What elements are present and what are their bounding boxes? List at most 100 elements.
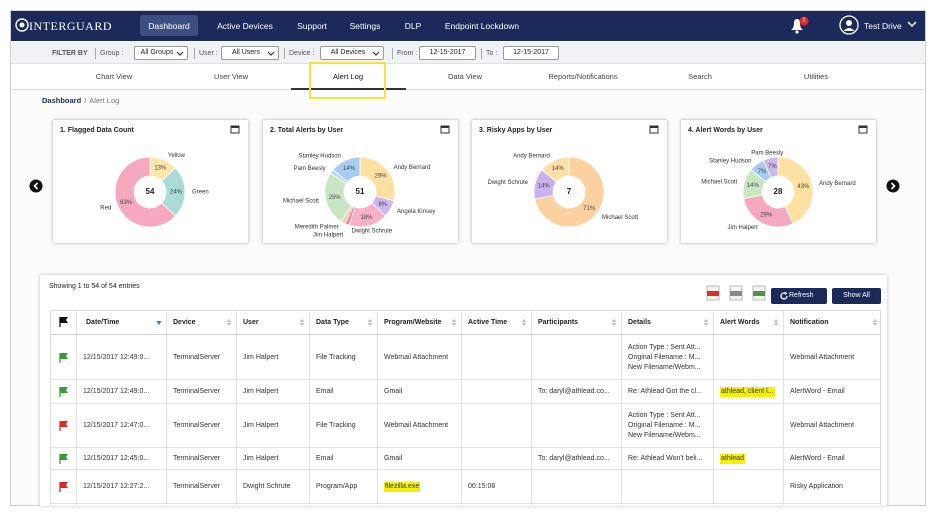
bell-icon[interactable] — [788, 16, 812, 36]
sort-icon[interactable] — [773, 318, 779, 327]
user-avatar[interactable] — [839, 15, 859, 35]
tab-bar — [11, 64, 925, 90]
donut-chart: 3. Risky Apps by User 71% 14% 14% Michael Sc… — [479, 125, 659, 228]
table-cell: Webmail Attachment — [384, 404, 458, 448]
tab[interactable]: Search — [688, 72, 712, 81]
slice-percent: 14% — [747, 183, 760, 189]
sort-icon[interactable] — [451, 318, 457, 327]
slice-name: Pam Beesly — [294, 166, 326, 172]
sort-icon[interactable] — [367, 318, 373, 327]
column-header[interactable]: Program/Website — [384, 319, 442, 326]
nav-item[interactable]: DLP — [404, 21, 422, 31]
table-cell: TerminalServer — [173, 470, 233, 504]
caret — [176, 51, 184, 56]
filter-select[interactable]: All Groups — [134, 46, 188, 60]
sort-down — [872, 323, 878, 326]
sort-icon[interactable] — [226, 318, 232, 327]
prev-arrow[interactable] — [29, 179, 43, 193]
user-name[interactable]: Test Drive — [864, 21, 902, 31]
table-cell: To: daryl@athlead.co... — [538, 380, 618, 404]
sort-icon[interactable] — [156, 318, 162, 327]
cell-text: Email — [316, 455, 334, 462]
filter-field-label: From : — [397, 50, 418, 57]
column-divider — [166, 311, 167, 505]
filter-field-label: User : — [199, 50, 218, 57]
cell-text: Gmail — [384, 455, 403, 462]
slice-name: Yellow — [168, 153, 186, 159]
cell-text: Jim Halpert — [243, 353, 279, 361]
table-cell: Action Type : Sent Att... Original Filena… — [628, 335, 710, 380]
sort-icon[interactable] — [521, 318, 527, 327]
column-header[interactable]: Device — [173, 319, 196, 326]
sort-icon[interactable] — [611, 318, 617, 327]
donut-total: 28 — [774, 187, 783, 196]
user-menu-caret[interactable] — [907, 21, 917, 29]
tab[interactable]: Chart View — [95, 72, 133, 81]
row-flag — [59, 387, 68, 397]
filter-separator — [481, 48, 482, 59]
show-all-button[interactable] — [832, 288, 881, 304]
sort-up — [226, 319, 232, 322]
column-divider — [76, 311, 77, 505]
widget-title: 1. Flagged Data Count — [60, 127, 135, 134]
filter-select[interactable]: 12-15-2017 — [503, 46, 559, 60]
column-header[interactable]: Active Time — [468, 319, 508, 326]
column-header[interactable]: Data Type — [316, 319, 349, 326]
filter-field-label: Group : — [100, 50, 124, 57]
donut-slice — [743, 194, 794, 228]
slice-name: Angela Kinsey — [397, 209, 435, 215]
breadcrumb-root[interactable]: Dashboard — [42, 96, 82, 105]
sort-icon[interactable] — [299, 318, 305, 327]
sort-up — [451, 319, 457, 322]
cell-text: Risky Application — [790, 483, 843, 490]
column-divider — [713, 311, 714, 505]
column-header[interactable]: Alert Words — [720, 319, 760, 326]
nav-item[interactable]: Active Devices — [217, 21, 273, 31]
tab[interactable]: Reports/Notifications — [548, 72, 618, 81]
tab[interactable]: User View — [213, 72, 249, 81]
filter-select[interactable]: All Devices — [320, 46, 384, 60]
cell-text: Jim Halpert — [243, 422, 279, 429]
filter-select[interactable]: All Users — [221, 46, 279, 60]
slice-name: Andy Bernard — [394, 165, 431, 171]
widget-card: 2. Total Alerts by User 29% 8% 18% 25% 14% And… — [263, 120, 458, 243]
slice-name: Andy Bernard — [819, 181, 856, 187]
nav-item[interactable]: Endpoint Lockdown — [444, 21, 520, 31]
tab[interactable]: Data View — [447, 72, 483, 81]
cell-text: New Filename/Webm... — [628, 363, 701, 371]
nav-item[interactable]: Support — [297, 21, 327, 31]
breadcrumb-separator: / — [84, 96, 87, 105]
cell-text: TerminalServer — [173, 388, 221, 395]
slice-name: Meredith Palmer — [295, 225, 339, 231]
nav-item[interactable]: Settings — [349, 21, 381, 31]
table-cell: AlertWord - Email — [790, 380, 879, 404]
column-header[interactable]: Participants — [538, 319, 579, 326]
sort-icon[interactable] — [703, 318, 709, 327]
next-arrow[interactable] — [886, 179, 900, 193]
widget-card: 3. Risky Apps by User 71% 14% 14% Michael Sc… — [472, 120, 667, 243]
cell-text: 00:15:06 — [468, 483, 496, 490]
sort-down — [299, 323, 305, 326]
column-header[interactable]: User — [243, 319, 259, 326]
header-flag — [59, 317, 68, 327]
tab[interactable]: Alert Log — [332, 72, 364, 81]
column-header[interactable]: Notification — [790, 319, 829, 326]
tab[interactable]: Utilities — [803, 72, 829, 81]
column-header[interactable]: Details — [628, 319, 651, 326]
sort-up — [872, 319, 878, 322]
cell-text: 12/15/2017 12:27:2... — [83, 483, 150, 490]
cell-text: To: daryl@athlead.co... — [538, 455, 610, 462]
column-divider — [531, 311, 532, 505]
nav-item[interactable]: Dashboard — [148, 21, 190, 31]
refresh-button[interactable] — [771, 288, 827, 304]
filter-select[interactable]: 12-15-2017 — [419, 46, 476, 60]
sort-down — [226, 323, 232, 326]
sort-down — [521, 323, 527, 326]
column-header[interactable]: Date/Time — [86, 319, 120, 326]
table-cell: TerminalServer — [173, 335, 233, 380]
row-flag — [59, 454, 68, 464]
sort-down — [773, 323, 779, 326]
sort-icon[interactable] — [872, 318, 878, 327]
export-icons[interactable] — [705, 285, 767, 301]
